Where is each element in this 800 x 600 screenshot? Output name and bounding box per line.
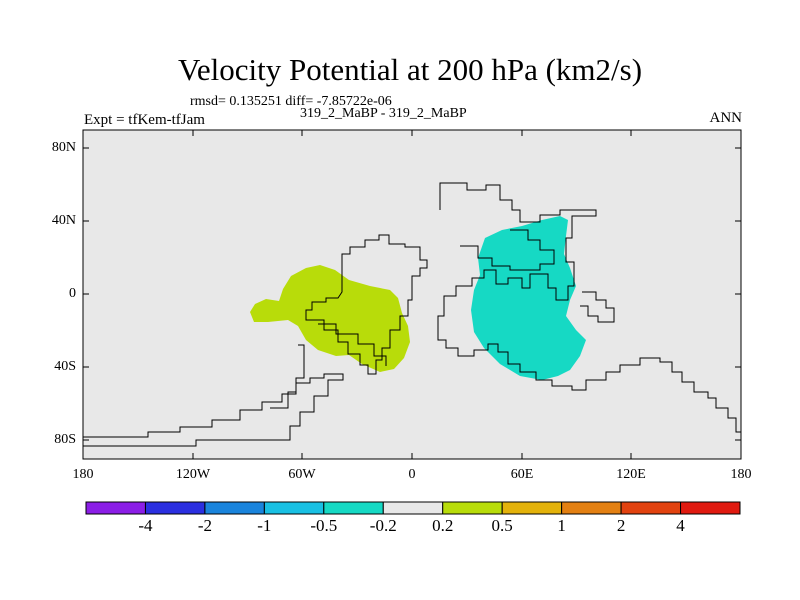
africa-inner-outline bbox=[460, 229, 555, 271]
x-tick-label-120e: 120E bbox=[616, 467, 646, 482]
colorbar-label: -2 bbox=[197, 516, 212, 535]
x-tick-label-0: 0 bbox=[408, 467, 416, 482]
arabia-india-outline bbox=[580, 291, 615, 323]
stats-text: rmsd= 0.135251 diff= -7.85722e-06 bbox=[190, 94, 392, 109]
colorbar-swatch-1 bbox=[144, 501, 206, 515]
antarctic-peninsula-outline bbox=[83, 373, 344, 447]
colorbar-label: -0.5 bbox=[310, 516, 338, 535]
x-tick-label-120w: 120W bbox=[175, 467, 211, 482]
colorbar-label: 1 bbox=[557, 516, 566, 535]
peninsula-arm-outline bbox=[270, 344, 305, 409]
map-frame bbox=[82, 129, 742, 460]
colorbar-swatch-6 bbox=[442, 501, 503, 515]
case-text: 319_2_MaBP - 319_2_MaBP bbox=[300, 106, 467, 121]
season-label: ANN bbox=[709, 110, 743, 126]
experiment-label: Expt = tfKem-tfJam bbox=[84, 112, 205, 128]
colorbar-label: 4 bbox=[676, 516, 685, 535]
colorbar bbox=[85, 501, 741, 515]
colorbar-label: -4 bbox=[138, 516, 153, 535]
colorbar-swatch-3 bbox=[263, 501, 325, 515]
colorbar-label: -1 bbox=[257, 516, 272, 535]
colorbar-swatch-10 bbox=[680, 501, 741, 515]
chart-title: Velocity Potential at 200 hPa (km2/s) bbox=[177, 52, 643, 87]
y-tick-label-80n: 80N bbox=[51, 140, 76, 155]
coastline-outlines bbox=[83, 182, 741, 447]
colorbar-label: -0.2 bbox=[369, 516, 397, 535]
colorbar-swatch-8 bbox=[561, 501, 622, 515]
colorbar-swatch-9 bbox=[620, 501, 682, 515]
x-tick-label-180w: 180 bbox=[72, 467, 94, 482]
y-tick-label-eq: 0 bbox=[69, 286, 76, 301]
x-tick-label-180e: 180 bbox=[730, 467, 752, 482]
colorbar-label: 2 bbox=[616, 516, 626, 535]
colorbar-swatch-5 bbox=[382, 501, 444, 515]
colorbar-label: 0.2 bbox=[432, 516, 454, 535]
negative-anomaly-region bbox=[471, 216, 586, 380]
south-america-outline bbox=[305, 234, 428, 375]
x-tick-label-60w: 60W bbox=[288, 467, 316, 482]
colorbar-swatch-0 bbox=[85, 501, 146, 515]
colorbar-label: 0.5 bbox=[491, 516, 513, 535]
positive-anomaly-region bbox=[250, 265, 410, 372]
colorbar-swatch-4 bbox=[323, 501, 384, 515]
south-america-inner-outline bbox=[318, 323, 387, 366]
colorbar-swatch-2 bbox=[204, 501, 265, 515]
y-tick-label-40n: 40N bbox=[51, 213, 76, 228]
africa-eurasia-outline bbox=[437, 182, 741, 433]
y-tick-label-40s: 40S bbox=[54, 359, 76, 374]
y-tick-label-80s: 80S bbox=[54, 432, 76, 447]
colorbar-swatch-7 bbox=[501, 501, 563, 515]
axis-ticks bbox=[83, 130, 741, 459]
x-tick-label-60e: 60E bbox=[510, 467, 534, 482]
